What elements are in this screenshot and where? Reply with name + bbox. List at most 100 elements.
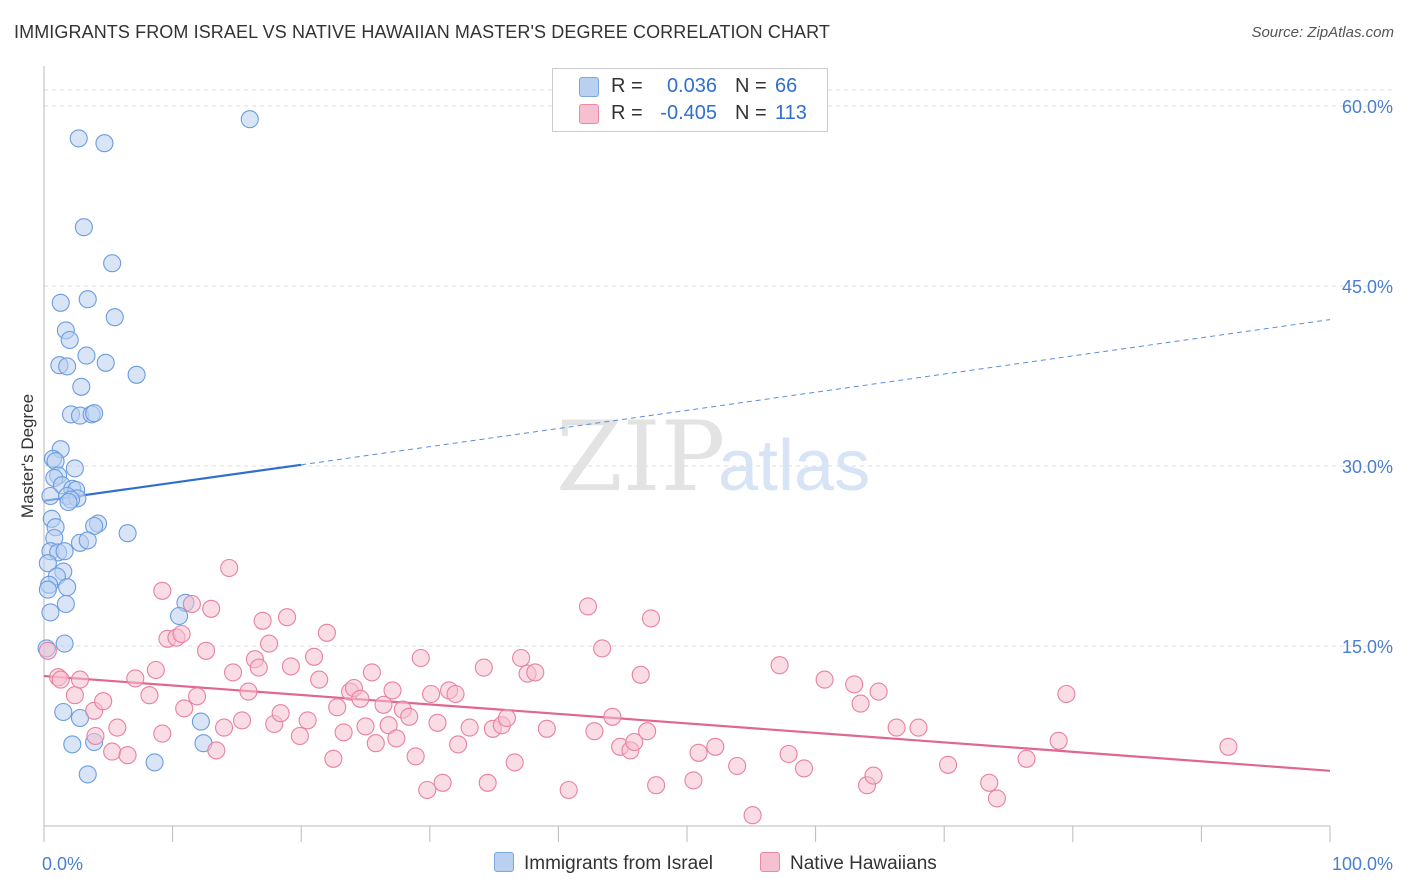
point-hawaiian [328, 698, 347, 717]
point-israel [55, 634, 74, 653]
point-hawaiian [298, 711, 317, 730]
point-hawaiian [980, 773, 999, 792]
legend-row-hawaiian: R = -0.405 N = 113 [553, 100, 827, 126]
point-hawaiian [406, 747, 425, 766]
point-israel [96, 353, 115, 372]
point-hawaiian [305, 647, 324, 666]
point-hawaiian [271, 704, 290, 723]
point-israel [60, 330, 79, 350]
point-hawaiian [578, 597, 598, 616]
watermark-zip: ZIP [556, 401, 725, 513]
point-hawaiian [383, 681, 402, 700]
point-israel [127, 365, 146, 384]
legend-n-value-israel: 66 [775, 75, 798, 97]
point-hawaiian [317, 623, 336, 642]
point-hawaiian [146, 660, 165, 680]
point-hawaiian [182, 594, 201, 614]
point-hawaiian [202, 599, 221, 618]
point-hawaiian [446, 684, 465, 704]
trend-line-israel [43, 463, 302, 502]
data-points [37, 110, 1238, 825]
point-israel [145, 753, 164, 772]
chart-title: IMMIGRANTS FROM ISRAEL VS NATIVE HAWAIIA… [14, 22, 831, 42]
point-israel [51, 293, 70, 312]
point-hawaiian [232, 711, 252, 730]
point-israel [191, 712, 210, 731]
x-tick-label-min: 0.0% [42, 854, 83, 874]
point-hawaiian [625, 732, 644, 752]
point-israel [54, 702, 73, 722]
point-hawaiian [505, 753, 524, 772]
point-israel [103, 254, 122, 273]
point-hawaiian [366, 734, 385, 753]
point-hawaiian [70, 670, 90, 689]
point-hawaiian [187, 687, 207, 706]
point-hawaiian [207, 741, 226, 760]
point-hawaiian [526, 663, 545, 682]
point-hawaiian [460, 718, 479, 737]
point-hawaiian [909, 718, 928, 737]
point-israel [56, 594, 75, 614]
axis-labels: 15.0% 30.0% 45.0% 60.0% 0.0% 100.0% Master's D… [18, 97, 1393, 874]
point-hawaiian [428, 713, 447, 732]
point-hawaiian [214, 718, 234, 737]
point-hawaiian [418, 780, 437, 800]
legend-row-israel: R = 0.036 N = 66 [553, 73, 827, 99]
point-hawaiian [939, 755, 958, 774]
point-israel [59, 492, 78, 512]
legend-r-label: R = [611, 75, 643, 97]
point-hawaiian [631, 665, 650, 684]
point-hawaiian [794, 759, 814, 778]
point-israel [78, 531, 97, 550]
bottom-legend-label-israel: Immigrants from Israel [524, 853, 713, 874]
watermark: ZIP atlas [556, 401, 870, 513]
point-hawaiian [411, 648, 430, 668]
point-hawaiian [175, 699, 194, 718]
stats-legend: R = 0.036 N = 66 R = -0.405 N = 113 [552, 68, 828, 132]
point-israel [77, 346, 96, 365]
point-hawaiian [1017, 749, 1036, 768]
y-tick-label: 15.0% [1342, 637, 1393, 657]
point-hawaiian [281, 657, 300, 676]
point-hawaiian [603, 707, 622, 726]
bottom-legend-hawaiian: Native Hawaiians [760, 852, 937, 875]
point-israel [58, 357, 77, 376]
point-israel [70, 708, 90, 728]
point-hawaiian [887, 718, 906, 737]
point-israel [69, 129, 88, 148]
y-tick-label: 45.0% [1342, 277, 1393, 297]
point-hawaiian [743, 806, 762, 825]
point-israel [41, 486, 60, 506]
legend-swatch-hawaiian [579, 104, 599, 124]
legend-r-label: R = [611, 102, 643, 124]
point-hawaiian [433, 773, 452, 792]
point-hawaiian [239, 682, 258, 701]
y-tick-label: 30.0% [1342, 457, 1393, 477]
y-tick-label: 60.0% [1342, 97, 1393, 117]
point-hawaiian [559, 780, 578, 800]
point-hawaiian [512, 648, 531, 668]
point-hawaiian [638, 722, 657, 741]
point-hawaiian [593, 639, 612, 658]
bottom-legend-swatch-israel [494, 852, 514, 872]
point-israel [105, 308, 124, 327]
point-israel [78, 290, 97, 309]
point-israel [38, 580, 57, 599]
x-tick-label-max: 100.0% [1332, 854, 1393, 874]
point-hawaiian [400, 707, 419, 726]
point-hawaiian [647, 776, 666, 795]
legend-r-value-hawaiian: -0.405 [660, 102, 717, 124]
point-hawaiian [220, 558, 239, 578]
point-israel [169, 606, 189, 626]
legend-n-label: N = [735, 75, 767, 97]
point-hawaiian [351, 689, 370, 708]
legend-swatch-israel [579, 77, 599, 97]
point-hawaiian [140, 686, 159, 705]
point-hawaiian [153, 724, 172, 743]
bottom-legend-label-hawaiian: Native Hawaiians [790, 853, 937, 874]
point-hawaiian [851, 694, 870, 713]
point-hawaiian [249, 658, 268, 677]
point-israel [95, 134, 114, 153]
point-hawaiian [728, 756, 747, 776]
